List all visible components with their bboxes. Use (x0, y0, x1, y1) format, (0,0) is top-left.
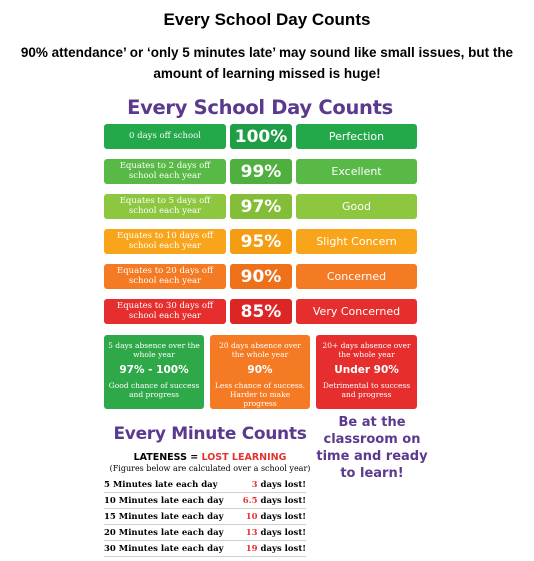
late-minutes: 20 Minutes late each day (104, 528, 224, 538)
absence-box-note: Less chance of success. Harder to make p… (214, 381, 306, 408)
days-lost: 3 days lost! (252, 480, 306, 490)
attendance-row-percent: 97% (230, 194, 292, 219)
attendance-row-percent: 95% (230, 229, 292, 254)
attendance-row-percent: 99% (230, 159, 292, 184)
attendance-row-label: Good (296, 194, 417, 219)
attendance-row-99: Equates to 2 days off school each year 9… (104, 159, 417, 184)
lateness-prefix: LATENESS (133, 452, 187, 463)
days-lost-suffix: days lost! (257, 528, 306, 538)
late-minutes: 15 Minutes late each day (104, 512, 224, 522)
absence-box-range: Under 90% (334, 364, 399, 376)
days-lost: 10 days lost! (246, 512, 306, 522)
table-row: 20 Minutes late each day 13 days lost! (104, 525, 306, 541)
late-minutes: 10 Minutes late each day (104, 496, 224, 506)
days-lost: 6.5 days lost! (243, 496, 306, 506)
attendance-row-percent: 100% (230, 124, 292, 149)
reminder-text: Be at the classroom on time and ready to… (316, 415, 428, 481)
late-minutes: 5 Minutes late each day (104, 480, 218, 490)
attendance-row-desc: Equates to 2 days off school each year (104, 159, 226, 184)
attendance-row-percent: 85% (230, 299, 292, 324)
days-lost-suffix: days lost! (257, 496, 306, 506)
attendance-row-100: 0 days off school 100% Perfection (104, 124, 417, 149)
attendance-row-85: Equates to 30 days off school each year … (104, 299, 417, 324)
attendance-row-desc: Equates to 10 days off school each year (104, 229, 226, 254)
attendance-row-label: Perfection (296, 124, 417, 149)
page-heading: Every School Day Counts (163, 10, 371, 29)
absence-box-detrimental: 20+ days absence over the whole year Und… (316, 335, 417, 409)
attendance-row-desc: Equates to 20 days off school each year (104, 264, 226, 289)
attendance-row-90: Equates to 20 days off school each year … (104, 264, 417, 289)
days-lost-number: 13 (245, 528, 258, 538)
attendance-row-label: Very Concerned (296, 299, 417, 324)
table-row: 15 Minutes late each day 10 days lost! (104, 509, 306, 525)
absence-box-range: 97% - 100% (119, 364, 189, 376)
late-minutes: 30 Minutes late each day (104, 544, 224, 554)
intro-text: 90% attendance’ or ‘only 5 minutes late’… (20, 45, 514, 81)
attendance-row-desc: Equates to 5 days off school each year (104, 194, 226, 219)
table-row: 10 Minutes late each day 6.5 days lost! (104, 493, 306, 509)
attendance-row-label: Concerned (296, 264, 417, 289)
absence-box-top: 20 days absence over the whole year (219, 341, 301, 359)
attendance-row-desc: 0 days off school (104, 124, 226, 149)
attendance-scale: 0 days off school 100% Perfection Equate… (104, 124, 417, 334)
days-lost: 19 days lost! (246, 544, 306, 554)
absence-box-good: 5 days absence over the whole year 97% -… (104, 335, 204, 409)
absence-summary: 5 days absence over the whole year 97% -… (104, 335, 417, 409)
days-lost-number: 6.5 (242, 496, 258, 506)
days-lost: 13 days lost! (246, 528, 306, 538)
days-lost-suffix: days lost! (257, 544, 306, 554)
attendance-row-97: Equates to 5 days off school each year 9… (104, 194, 417, 219)
lost-learning-text: LOST LEARNING (201, 452, 287, 463)
attendance-row-percent: 90% (230, 264, 292, 289)
attendance-row-label: Slight Concern (296, 229, 417, 254)
table-row: 30 Minutes late each day 19 days lost! (104, 541, 306, 557)
lateness-table: 5 Minutes late each day 3 days lost! 10 … (104, 477, 306, 557)
absence-box-range: 90% (247, 364, 273, 376)
days-lost-number: 3 (251, 480, 258, 490)
absence-box-note: Good chance of success and progress (108, 381, 200, 399)
attendance-row-desc: Equates to 30 days off school each year (104, 299, 226, 324)
attendance-row-95: Equates to 10 days off school each year … (104, 229, 417, 254)
minute-title: Every Minute Counts (113, 424, 307, 444)
lateness-heading: LATENESS = LOST LEARNING (104, 452, 316, 463)
lateness-equals: = (186, 452, 202, 463)
days-lost-suffix: days lost! (257, 512, 306, 522)
absence-box-top: 5 days absence over the whole year (108, 341, 200, 359)
days-lost-number: 10 (245, 512, 258, 522)
calculation-note: (Figures below are calculated over a sch… (109, 464, 311, 473)
days-lost-number: 19 (245, 544, 258, 554)
absence-box-top: 20+ days absence over the whole year (322, 341, 411, 359)
table-row: 5 Minutes late each day 3 days lost! (104, 477, 306, 493)
poster-title: Every School Day Counts (127, 96, 393, 119)
days-lost-suffix: days lost! (257, 480, 306, 490)
absence-box-note: Detrimental to success and progress (322, 381, 411, 399)
absence-box-concern: 20 days absence over the whole year 90% … (210, 335, 310, 409)
attendance-row-label: Excellent (296, 159, 417, 184)
